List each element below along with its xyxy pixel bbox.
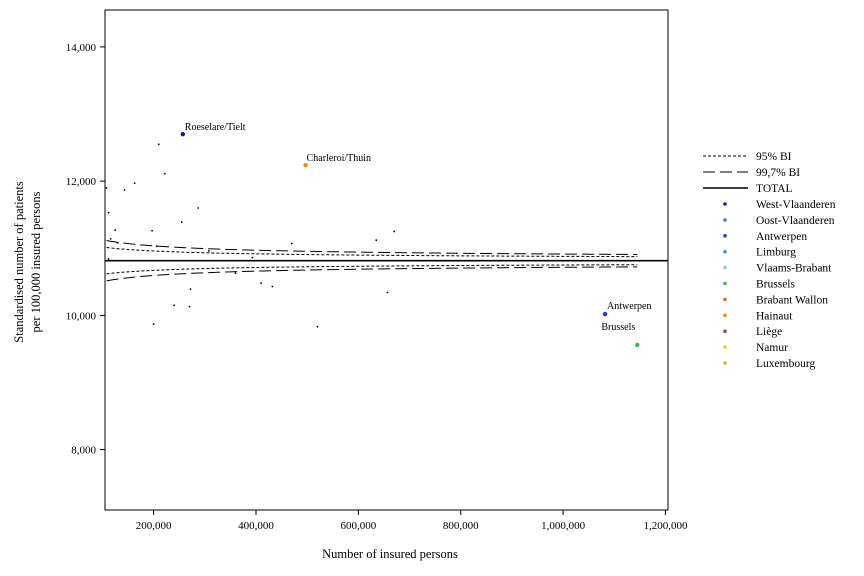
point-label: Roeselare/Tielt (185, 122, 246, 133)
data-point (173, 304, 176, 307)
legend-item-label: Vlaams-Brabant (756, 263, 832, 275)
data-point (109, 237, 112, 240)
legend-swatch (723, 361, 727, 365)
legend-item-label: Brabant Wallon (756, 294, 828, 306)
data-point (189, 288, 192, 291)
data-point (234, 272, 237, 274)
data-point (290, 242, 293, 245)
x-tick-label: 1,200,000 (643, 520, 688, 532)
data-point (180, 221, 183, 223)
data-point (602, 311, 608, 317)
funnel-lines (105, 240, 668, 282)
data-point (316, 325, 319, 328)
data-point (116, 241, 119, 244)
ci997-upper-line (106, 240, 638, 255)
data-point (163, 172, 166, 175)
legend-swatch (723, 313, 727, 318)
legend-swatch (723, 297, 727, 302)
data-point (271, 285, 274, 288)
legend-ci95-label: 95% BI (756, 151, 792, 163)
y-axis-title-line2: per 100,000 insured persons (29, 191, 43, 332)
legend: 95% BI 99,7% BI TOTAL West-Vlaanderen Oost-V… (703, 151, 836, 370)
ci95-lower-line (106, 264, 638, 275)
point-label: Antwerpen (607, 301, 651, 312)
data-point (151, 229, 153, 232)
data-point (375, 239, 378, 242)
data-point (251, 256, 254, 259)
data-point (197, 207, 200, 209)
legend-item-label: Oost-Vlaanderen (756, 215, 835, 227)
data-point (386, 291, 389, 294)
legend-swatch (723, 202, 727, 206)
ci95-upper-line (106, 247, 638, 258)
y-tick-label: 10,000 (66, 310, 97, 322)
data-point (107, 258, 110, 260)
data-points (105, 131, 640, 348)
data-point (208, 250, 210, 252)
ci997-lower-line (106, 266, 638, 282)
legend-swatch (723, 265, 727, 270)
data-point (157, 143, 160, 146)
data-point (260, 282, 262, 285)
x-axis: 200,000 400,000 600,000 800,000 1,000,000 1,2… (136, 510, 688, 532)
data-point (152, 323, 155, 325)
y-axis: 8,000 10,000 12,000 14,000 (66, 42, 105, 457)
data-point (188, 305, 191, 308)
y-axis-title-line1: Standardised number of patients (12, 181, 26, 343)
data-point (393, 230, 396, 233)
data-point (105, 186, 108, 189)
y-tick-label: 12,000 (66, 176, 97, 188)
legend-item-label: West-Vlaanderen (756, 199, 836, 211)
legend-swatch (723, 234, 727, 238)
data-point (303, 162, 308, 168)
data-point (635, 342, 640, 348)
data-point (133, 182, 136, 185)
point-label: Brussels (601, 322, 635, 333)
legend-ci997-label: 99,7% BI (756, 167, 800, 179)
legend-swatch (723, 249, 727, 254)
legend-item-label: Luxembourg (756, 358, 815, 370)
legend-item-label: Brussels (756, 279, 796, 291)
y-tick-label: 14,000 (66, 42, 97, 54)
legend-swatch (723, 281, 727, 286)
x-tick-label: 600,000 (340, 520, 376, 532)
data-point (123, 188, 126, 191)
data-point (155, 245, 158, 248)
x-tick-label: 200,000 (136, 520, 172, 532)
legend-swatch (723, 218, 727, 222)
legend-swatch (723, 345, 727, 349)
legend-item-label: Liège (756, 326, 782, 338)
point-label: Charleroi/Thuin (307, 153, 371, 164)
point-labels: Roeselare/Tielt Charleroi/Thuin Antwerpen B… (185, 122, 652, 333)
legend-item-label: Hainaut (756, 310, 793, 322)
legend-item-label: Antwerpen (756, 231, 807, 243)
legend-swatch (723, 329, 727, 334)
data-point (114, 229, 117, 232)
x-tick-label: 400,000 (238, 520, 274, 532)
data-point (107, 211, 110, 214)
x-axis-title: Number of insured persons (322, 547, 458, 561)
x-tick-label: 1,000,000 (541, 520, 586, 532)
legend-total-label: TOTAL (756, 183, 793, 195)
legend-item-label: Namur (756, 342, 788, 354)
x-tick-label: 800,000 (443, 520, 479, 532)
data-point (180, 131, 185, 137)
legend-item-label: Limburg (756, 247, 796, 259)
y-tick-label: 8,000 (71, 445, 96, 457)
